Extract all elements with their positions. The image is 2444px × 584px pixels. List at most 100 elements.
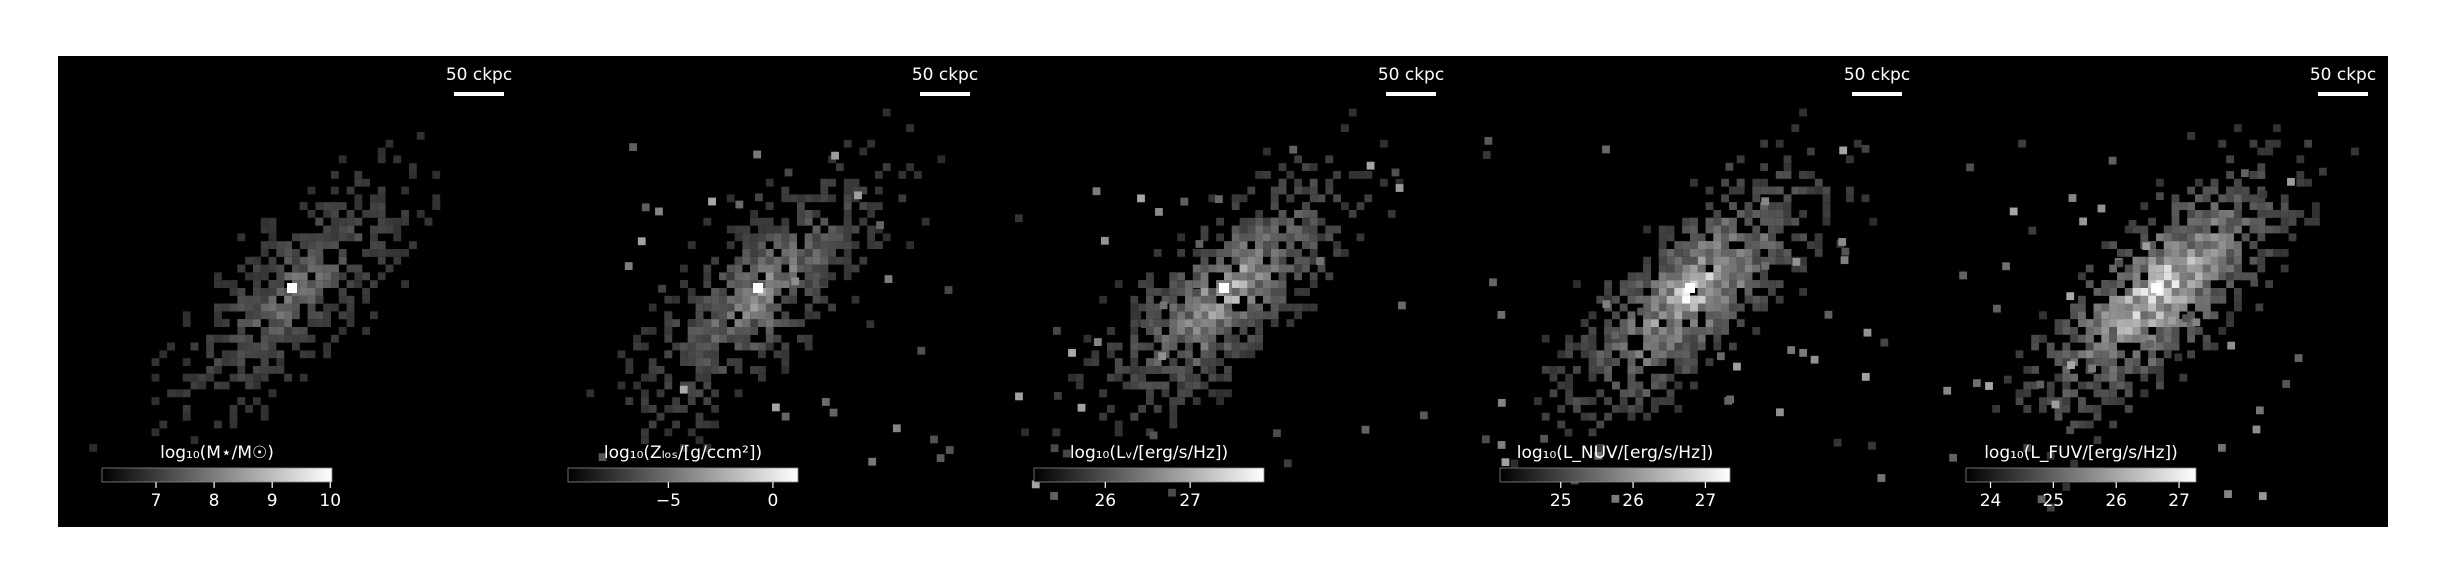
- image-pixel: [711, 303, 719, 312]
- image-pixel: [346, 233, 355, 242]
- image-pixel: [1775, 210, 1784, 218]
- image-pixel: [167, 342, 175, 351]
- image-pixel: [1736, 155, 1745, 164]
- image-pixel: [1744, 272, 1753, 281]
- image-pixel: [260, 373, 269, 382]
- image-pixel: [1588, 350, 1597, 359]
- image-pixel: [2078, 381, 2086, 390]
- image-pixel: [2054, 319, 2063, 327]
- image-pixel: [711, 366, 719, 374]
- image-pixel: [2171, 272, 2180, 281]
- image-pixel: [703, 217, 712, 226]
- image-pixel: [1705, 202, 1714, 210]
- image-pixel: [2140, 327, 2149, 335]
- image-pixel: [708, 197, 716, 206]
- image-pixel: [742, 295, 751, 304]
- image-pixel: [1216, 256, 1224, 265]
- image-pixel: [1565, 397, 1573, 405]
- image-pixel: [1130, 381, 1139, 390]
- image-pixel: [2109, 303, 2117, 312]
- image-pixel: [695, 412, 704, 421]
- image-pixel: [765, 303, 774, 312]
- image-pixel: [2093, 412, 2102, 421]
- image-pixel: [765, 202, 774, 210]
- image-pixel: [268, 389, 277, 398]
- image-pixel: [1270, 288, 1279, 296]
- image-pixel: [2187, 256, 2195, 265]
- image-pixel: [672, 295, 680, 304]
- image-pixel: [1674, 264, 1683, 273]
- image-pixel: [1799, 288, 1807, 296]
- galaxy-core: [753, 283, 763, 293]
- image-pixel: [190, 342, 199, 351]
- image-pixel: [338, 225, 347, 234]
- image-pixel: [1658, 334, 1667, 343]
- image-pixel: [1177, 249, 1185, 257]
- image-pixel: [1682, 358, 1690, 366]
- image-pixel: [843, 139, 852, 148]
- image-pixel: [315, 256, 324, 265]
- image-pixel: [1666, 264, 1675, 273]
- image-pixel: [2156, 373, 2164, 382]
- image-pixel: [758, 373, 766, 382]
- image-pixel: [89, 444, 97, 452]
- image-pixel: [680, 350, 688, 359]
- image-pixel: [695, 366, 704, 374]
- image-pixel: [315, 249, 324, 257]
- image-pixel: [680, 358, 688, 366]
- image-pixel: [804, 342, 813, 351]
- image-pixel: [1690, 256, 1698, 265]
- image-pixel: [2067, 361, 2075, 370]
- image-pixel: [1270, 295, 1279, 304]
- image-pixel: [898, 171, 907, 179]
- image-pixel: [1239, 272, 1248, 281]
- image-pixel: [2117, 381, 2125, 390]
- image-pixel: [2179, 280, 2188, 288]
- image-pixel: [1100, 236, 1109, 245]
- image-pixel: [370, 210, 378, 218]
- image-pixel: [2132, 334, 2141, 343]
- image-pixel: [687, 319, 696, 327]
- image-pixel: [2124, 327, 2133, 335]
- image-pixel: [1619, 342, 1628, 351]
- image-pixel: [2280, 264, 2289, 273]
- image-pixel: [750, 366, 758, 374]
- image-pixel: [2015, 397, 2024, 405]
- image-pixel: [1729, 186, 1737, 195]
- image-pixel: [797, 264, 805, 273]
- image-pixel: [1666, 389, 1675, 398]
- image-pixel: [2109, 311, 2117, 320]
- image-pixel: [1224, 366, 1232, 374]
- image-pixel: [2218, 272, 2227, 281]
- image-pixel: [1309, 217, 1318, 226]
- image-pixel: [2062, 373, 2071, 382]
- image-pixel: [1153, 319, 1162, 327]
- image-pixel: [719, 303, 727, 312]
- image-pixel: [2163, 288, 2172, 296]
- image-pixel: [1736, 186, 1745, 195]
- image-pixel: [695, 350, 704, 359]
- image-pixel: [1317, 233, 1326, 242]
- image-pixel: [648, 366, 657, 374]
- image-pixel: [1643, 295, 1651, 304]
- image-pixel: [1224, 334, 1232, 343]
- image-pixel: [750, 295, 758, 304]
- image-pixel: [1380, 139, 1388, 148]
- image-pixel: [750, 241, 758, 249]
- image-pixel: [1239, 241, 1248, 249]
- scale-bar: [1386, 92, 1436, 96]
- image-pixel: [1787, 346, 1796, 354]
- image-pixel: [2101, 327, 2110, 335]
- image-pixel: [1612, 342, 1620, 351]
- image-pixel: [1052, 326, 1061, 335]
- image-pixel: [1736, 303, 1745, 312]
- image-pixel: [797, 280, 805, 288]
- image-pixel: [1651, 303, 1659, 312]
- image-pixel: [1146, 397, 1154, 405]
- image-pixel: [797, 210, 805, 218]
- image-pixel: [2101, 280, 2110, 288]
- image-pixel: [2093, 436, 2102, 444]
- image-pixel: [1278, 217, 1287, 226]
- image-pixel: [2148, 334, 2156, 343]
- scale-label: 50 ckpc: [2310, 65, 2376, 85]
